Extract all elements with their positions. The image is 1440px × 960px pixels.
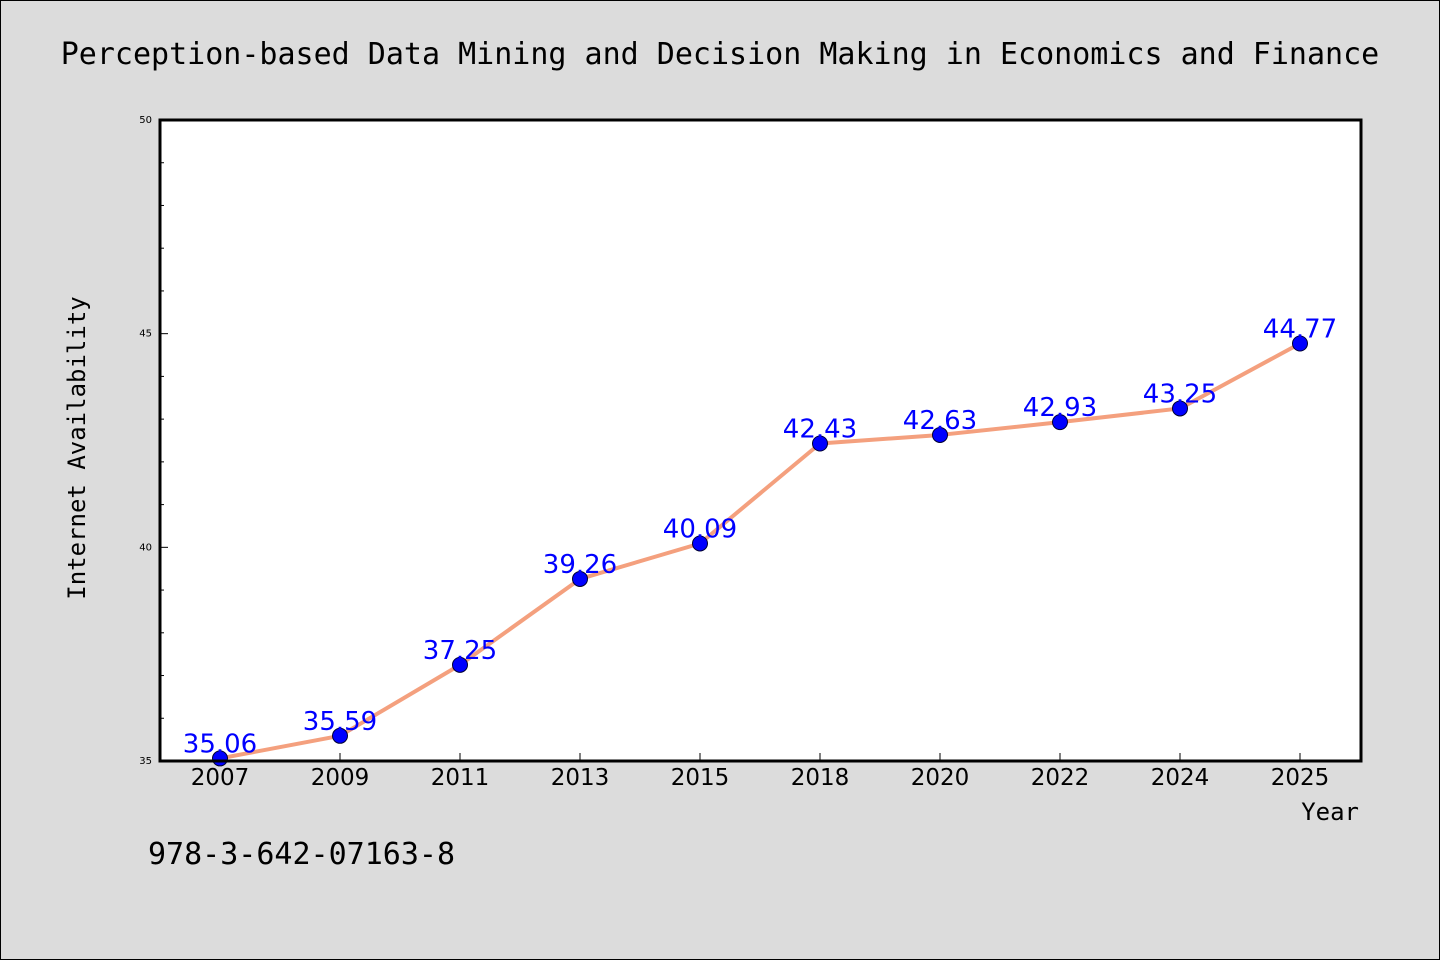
series-line <box>218 341 1302 761</box>
x-tick-label: 2007 <box>191 765 250 791</box>
data-label: 37.25 <box>423 636 497 666</box>
x-tick-label: 2015 <box>671 765 730 791</box>
data-point <box>452 656 468 673</box>
x-axis-title: Year <box>1301 798 1359 826</box>
data-point <box>812 435 828 452</box>
plot-area <box>160 120 1361 761</box>
chart-title: Perception-based Data Mining and Decisio… <box>61 37 1380 72</box>
data-point <box>692 535 708 552</box>
x-tick-label: 2022 <box>1031 765 1090 791</box>
y-tick-label: 45 <box>139 329 152 340</box>
data-point <box>1292 335 1308 352</box>
data-point <box>1172 400 1188 417</box>
x-tick-label: 2018 <box>791 765 850 791</box>
x-tick-label: 2024 <box>1151 765 1210 791</box>
data-label: 35.59 <box>303 707 377 737</box>
isbn-footnote: 978-3-642-07163-8 <box>148 837 455 872</box>
data-point <box>332 727 348 744</box>
data-label: 42.63 <box>903 406 977 436</box>
data-label: 42.43 <box>783 414 857 444</box>
y-tick-label: 40 <box>139 542 152 553</box>
y-tick-label: 50 <box>139 115 152 126</box>
data-point <box>932 426 948 443</box>
series-line-group <box>218 341 1302 761</box>
x-tick-label: 2020 <box>911 765 970 791</box>
x-tick-label: 2013 <box>551 765 610 791</box>
data-label: 42.93 <box>1023 393 1097 423</box>
data-label: 40.09 <box>663 514 737 544</box>
x-tick-label: 2025 <box>1271 765 1330 791</box>
x-axis-ticks: 2007 2009 2011 2013 2015 2018 2020 2022 2024 2025 <box>191 753 1330 791</box>
plot-frame <box>158 118 1363 763</box>
data-label: 43.25 <box>1143 379 1217 409</box>
y-tick-label: 35 <box>139 756 152 767</box>
data-label: 39.26 <box>543 550 617 580</box>
data-labels-group: 35.06 35.59 37.25 39.26 40.09 42.43 42.63 42.93… <box>183 314 1337 759</box>
y-axis-title: Internet Availability <box>63 296 91 599</box>
data-point <box>1052 414 1068 431</box>
x-tick-label: 2009 <box>311 765 370 791</box>
data-label: 44.77 <box>1263 314 1337 344</box>
data-label: 35.06 <box>183 729 257 759</box>
data-point <box>572 570 588 587</box>
x-tick-label: 2011 <box>431 765 490 791</box>
